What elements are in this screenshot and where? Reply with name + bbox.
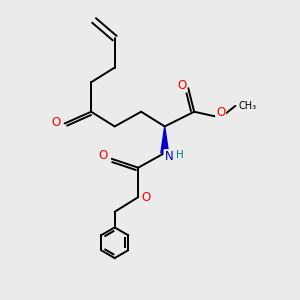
Text: N: N [164,150,173,163]
Text: CH₃: CH₃ [239,101,257,111]
Text: O: O [177,79,186,92]
Polygon shape [161,126,169,153]
Text: H: H [176,150,184,160]
Text: O: O [216,106,225,119]
Text: O: O [141,190,150,204]
Text: O: O [52,116,61,128]
Text: O: O [99,149,108,162]
